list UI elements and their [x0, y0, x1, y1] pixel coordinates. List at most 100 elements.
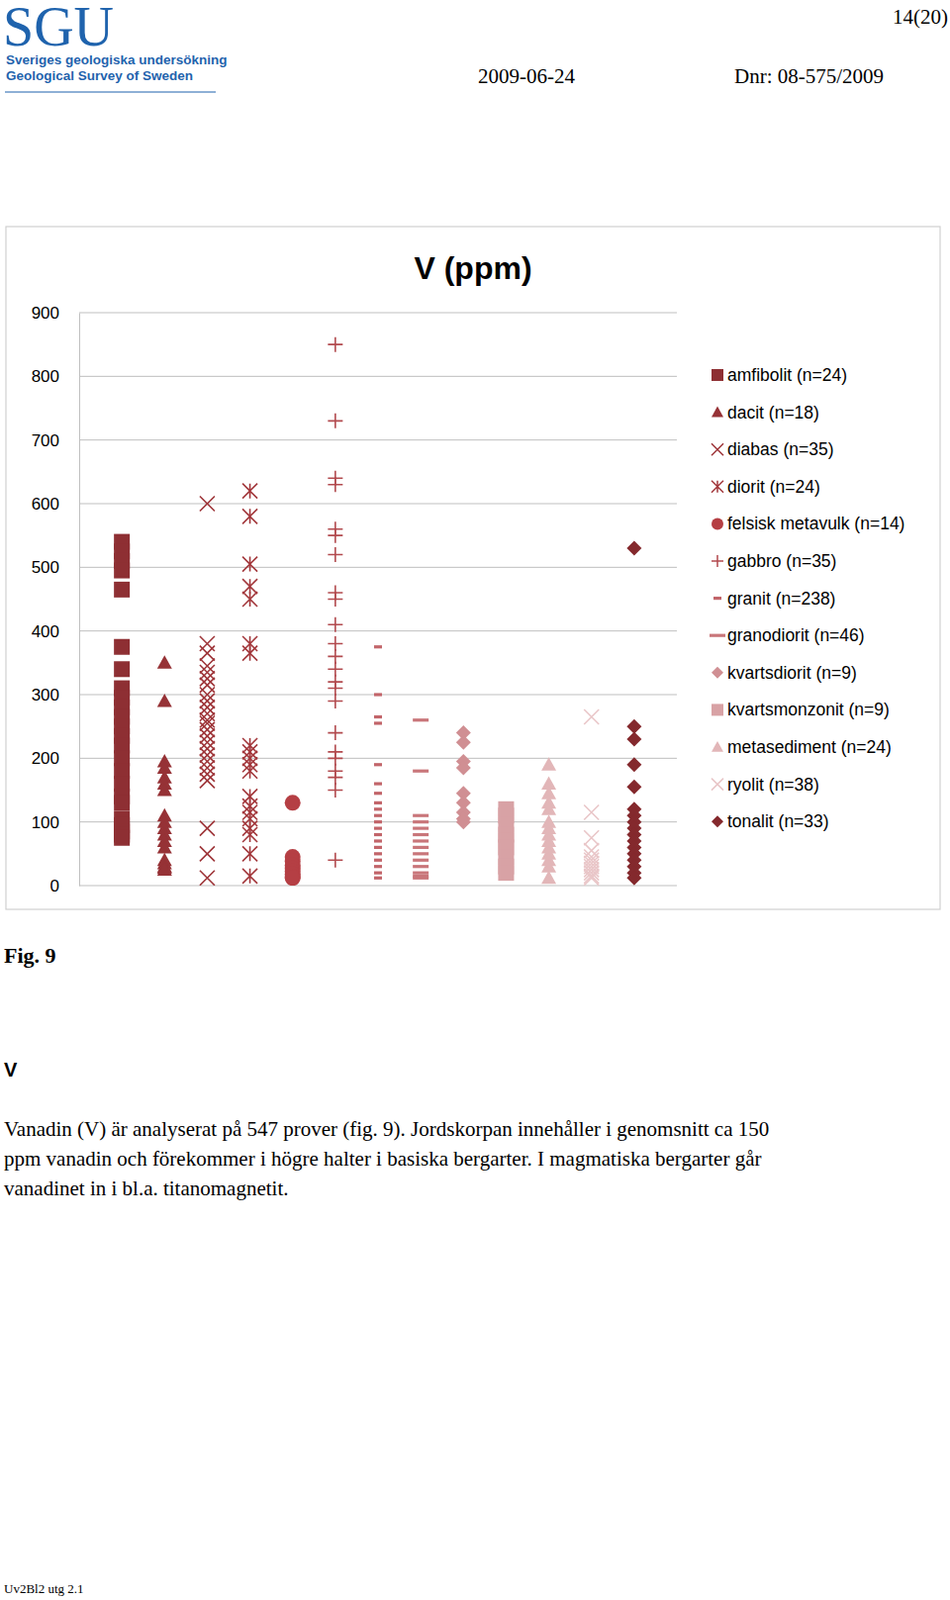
tick: 200 — [31, 749, 80, 768]
data-point — [412, 769, 429, 773]
data-point — [412, 718, 429, 722]
tick-label: 800 — [31, 367, 60, 386]
legend-symbol — [711, 443, 724, 456]
data-point — [327, 591, 343, 607]
series — [113, 534, 130, 847]
series — [327, 337, 343, 868]
data-point — [242, 868, 258, 884]
grid-line — [79, 630, 677, 632]
data-point — [374, 781, 382, 785]
data-point — [456, 760, 472, 775]
data-point — [327, 782, 343, 798]
data-point — [412, 846, 429, 850]
tick: 100 — [31, 813, 80, 833]
tick-label: 700 — [31, 431, 60, 451]
logo-subtitle: Geological Survey of Sweden — [5, 68, 193, 84]
data-point — [327, 680, 343, 696]
data-point — [157, 693, 173, 708]
axis-line — [79, 313, 81, 887]
tick: 900 — [31, 303, 80, 323]
data-point — [199, 722, 215, 738]
data-point — [242, 846, 258, 861]
series — [541, 757, 557, 884]
data-point — [157, 861, 173, 876]
legend-symbol — [711, 666, 724, 679]
data-point — [199, 646, 215, 662]
data-point — [541, 801, 557, 816]
data-point — [412, 827, 429, 831]
data-point — [456, 814, 472, 830]
data-point — [541, 870, 557, 885]
logo: SGU — [2, 0, 114, 58]
data-point — [327, 547, 343, 563]
data-point — [327, 337, 343, 353]
legend: amfibolit (n=24)dacit (n=18)diabas (n=35… — [709, 365, 905, 832]
tick: 0 — [50, 876, 80, 896]
data-point — [157, 655, 173, 669]
data-point — [199, 659, 215, 674]
tick: 800 — [31, 367, 80, 386]
data-point — [199, 665, 215, 680]
logo-rule — [4, 91, 216, 93]
legend-label: metasediment (n=24) — [727, 737, 892, 758]
data-point — [113, 581, 130, 598]
data-point — [583, 868, 599, 884]
data-point — [327, 649, 343, 665]
legend-symbol — [711, 517, 724, 530]
chart-title: V (ppm) — [413, 250, 532, 286]
paragraph-line: vanadinet in i bl.a. titanomagnetit. — [3, 1176, 289, 1201]
data-point — [374, 762, 382, 766]
data-point — [583, 709, 599, 725]
logo-subtitle: Sveriges geologiska undersökning — [5, 52, 228, 68]
data-point — [199, 754, 215, 769]
data-point — [199, 766, 215, 782]
data-point — [374, 846, 382, 850]
data-point — [541, 858, 557, 873]
data-point — [374, 721, 382, 725]
data-point — [285, 869, 301, 886]
data-point — [242, 483, 258, 499]
date: 2009-06-24 — [477, 64, 575, 89]
tick: 700 — [31, 431, 80, 451]
data-point — [412, 876, 429, 880]
grid-line — [79, 885, 677, 887]
legend-symbol — [711, 741, 724, 753]
data-point — [374, 801, 382, 805]
tick-label: 600 — [31, 494, 60, 514]
tick-label: 200 — [31, 749, 60, 768]
data-point — [199, 687, 215, 703]
legend-label: amfibolit (n=24) — [727, 365, 848, 385]
legend-symbol — [711, 480, 724, 493]
legend-symbol — [713, 596, 722, 600]
legend-label: gabbro (n=35) — [727, 551, 837, 571]
data-point — [327, 476, 343, 492]
data-point — [242, 646, 258, 662]
grid-line — [79, 312, 677, 314]
data-point — [199, 741, 215, 757]
page-number: 14(20) — [892, 4, 949, 29]
grid-line — [79, 758, 677, 760]
data-point — [327, 693, 343, 709]
data-point — [199, 748, 215, 763]
legend-symbol — [711, 369, 724, 381]
figure-caption: Fig. 9 — [3, 943, 57, 968]
data-point — [374, 791, 382, 795]
footer: Uv2Bl2 utg 2.1 — [3, 1581, 85, 1597]
data-point — [374, 692, 382, 696]
legend-label: kvartsdiorit (n=9) — [727, 663, 857, 683]
page: SGUSveriges geologiska undersökningGeolo… — [0, 0, 950, 1600]
grid-line — [79, 503, 677, 505]
data-point — [626, 870, 642, 886]
data-point — [374, 715, 382, 719]
data-point — [412, 871, 429, 875]
data-point — [327, 528, 343, 544]
data-point — [327, 751, 343, 766]
data-point — [374, 864, 382, 868]
data-point — [327, 853, 343, 868]
series — [285, 794, 301, 886]
legend-symbol — [711, 555, 724, 568]
series — [374, 645, 382, 880]
data-point — [412, 839, 429, 843]
paragraph-line: Vanadin (V) är analyserat på 547 prover … — [3, 1117, 769, 1141]
data-point — [497, 864, 514, 881]
